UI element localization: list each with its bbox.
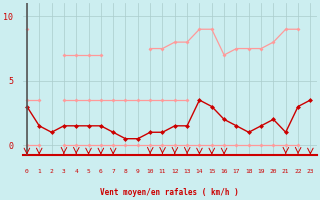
X-axis label: Vent moyen/en rafales ( km/h ): Vent moyen/en rafales ( km/h ) (100, 188, 239, 197)
